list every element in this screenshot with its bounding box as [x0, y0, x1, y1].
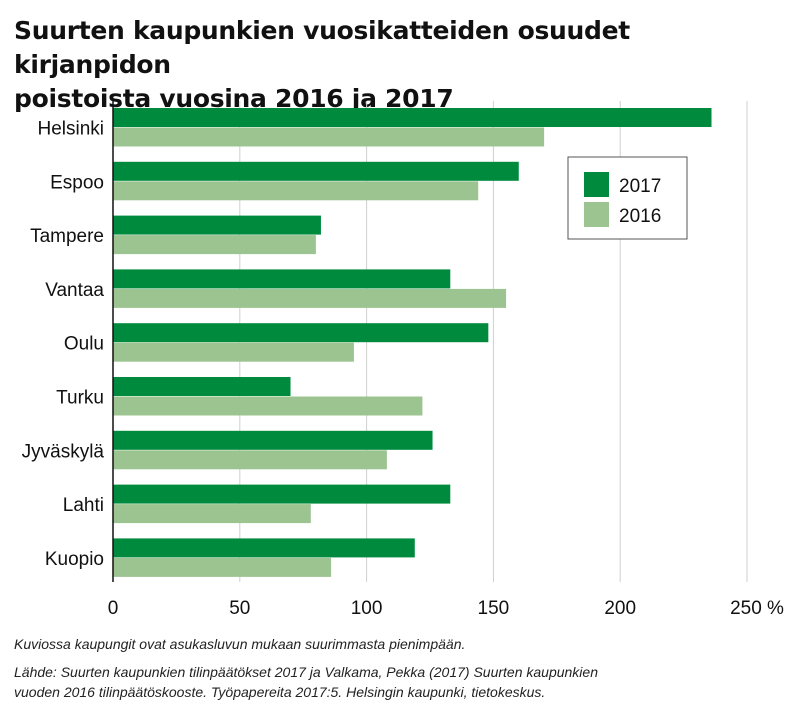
legend-swatch-2017 [584, 172, 609, 197]
category-label: Espoo [50, 172, 104, 193]
x-tick-label: 0 [108, 598, 119, 619]
legend-label-2016: 2016 [619, 206, 661, 227]
legend: 2017 2016 [567, 156, 688, 240]
x-tick-labels: 0 50 100 150 200 250 % [108, 598, 784, 619]
bar-kuopio-2017 [113, 538, 415, 558]
category-label: Tampere [30, 226, 104, 247]
bar-turku-2016 [113, 396, 423, 416]
x-tick-label: 50 [229, 598, 250, 619]
source-line-2: vuoden 2016 tilinpäätöskooste. Työpapere… [14, 684, 546, 700]
caption-text: Kuviossa kaupungit ovat asukasluvun muka… [14, 636, 466, 652]
source-note: Lähde: Suurten kaupunkien tilinpäätökset… [14, 662, 598, 702]
bar-vantaa-2017 [113, 269, 451, 289]
bar-espoo-2016 [113, 181, 479, 201]
bar-helsinki-2016 [113, 127, 545, 147]
bar-oulu-2017 [113, 323, 489, 343]
category-label: Jyväskylä [22, 441, 105, 462]
x-tick-label: 100 [351, 598, 383, 619]
bar-kuopio-2016 [113, 557, 332, 577]
legend-swatch-2016 [584, 202, 609, 227]
bar-vantaa-2016 [113, 288, 507, 308]
bar-jyväskylä-2016 [113, 450, 387, 470]
x-tick-label: 150 [478, 598, 510, 619]
category-label: Vantaa [45, 280, 104, 301]
bar-tampere-2016 [113, 235, 316, 255]
bar-jyväskylä-2017 [113, 430, 433, 450]
category-label: Kuopio [45, 549, 104, 570]
chart-title: Suurten kaupunkien vuosikatteiden osuude… [14, 14, 784, 116]
bar-espoo-2017 [113, 161, 519, 181]
caption-note: Kuviossa kaupungit ovat asukasluvun muka… [14, 634, 465, 654]
bar-lahti-2017 [113, 484, 451, 504]
chart-title-line-1: Suurten kaupunkien vuosikatteiden osuude… [14, 16, 630, 79]
category-labels: Helsinki Espoo Tampere Vantaa Oulu Turku Jyväs… [22, 119, 105, 570]
x-tick-label: 200 [604, 598, 636, 619]
bar-turku-2017 [113, 377, 291, 396]
category-label: Turku [56, 388, 104, 409]
bars [113, 108, 712, 577]
bar-helsinki-2017 [113, 108, 712, 127]
category-label: Lahti [63, 495, 104, 516]
legend-label-2017: 2017 [619, 176, 661, 197]
bar-oulu-2016 [113, 342, 354, 362]
source-line-1: Lähde: Suurten kaupunkien tilinpäätökset… [14, 664, 598, 680]
bar-lahti-2016 [113, 504, 311, 524]
x-tick-label: 250 % [730, 598, 784, 619]
category-label: Oulu [64, 334, 104, 355]
bar-tampere-2017 [113, 215, 321, 235]
category-label: Helsinki [37, 119, 104, 140]
